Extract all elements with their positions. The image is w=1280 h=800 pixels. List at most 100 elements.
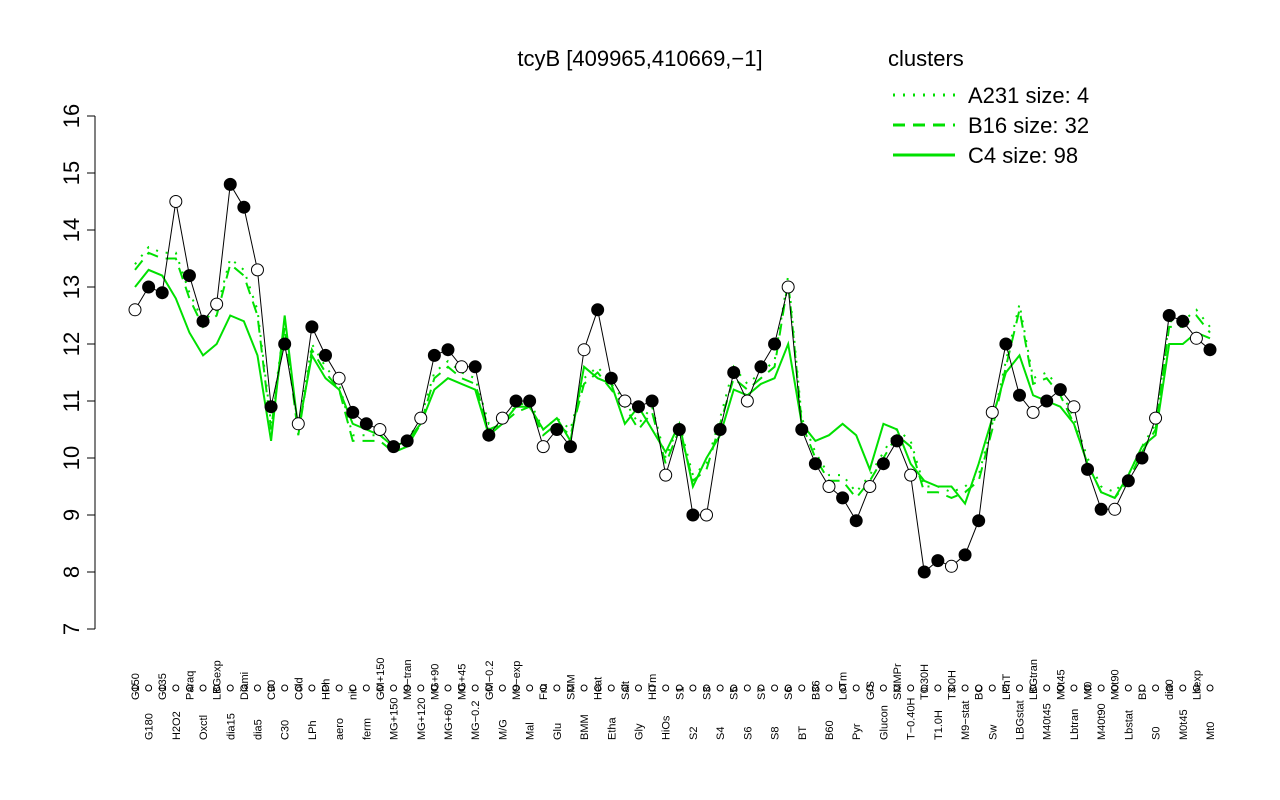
rug-point (771, 684, 779, 692)
rug-point (648, 684, 656, 692)
rug-point (281, 684, 289, 692)
data-point (740, 394, 754, 408)
y-tick-label: 15 (59, 161, 84, 185)
x-tick-label: S2 (688, 727, 700, 740)
rug-point (1070, 684, 1078, 692)
x-tick-label: LBGstat (1014, 700, 1026, 740)
x-tick-label: Glucon (878, 705, 890, 740)
data-point (781, 280, 795, 294)
x-tick-label: dia0 (1164, 679, 1176, 700)
rug-point (322, 684, 330, 692)
y-tick-label: 9 (59, 509, 84, 521)
data-point (563, 440, 577, 454)
x-tick-label: aero (334, 718, 346, 740)
rug-point (485, 684, 493, 692)
rug-point (172, 684, 180, 692)
rug-point (539, 684, 547, 692)
data-point (876, 457, 890, 471)
data-point (250, 263, 264, 277)
x-tick-label: C90 (266, 680, 278, 700)
rug-point (879, 684, 887, 692)
data-point (659, 468, 673, 482)
data-point (196, 314, 210, 328)
data-point (482, 428, 496, 442)
rug-point (1179, 684, 1187, 692)
data-point (1176, 314, 1190, 328)
data-point (985, 405, 999, 419)
x-tick-label: M40t90 (1096, 703, 1108, 740)
data-point (727, 366, 741, 379)
data-point (972, 514, 986, 528)
rug-point (308, 684, 316, 692)
data-point (182, 269, 196, 283)
rug-point (444, 684, 452, 692)
rug-point (185, 684, 193, 692)
x-tick-label: M0t45 (1178, 709, 1190, 740)
x-tick-label: MG+45 (457, 664, 469, 700)
rug-point (975, 684, 983, 692)
y-tick-label: 7 (59, 623, 84, 635)
x-tick-label: B36 (810, 680, 822, 700)
rug-point (730, 684, 738, 692)
x-tick-label: Pyr (851, 723, 863, 740)
rug-point (757, 684, 765, 692)
data-point (1053, 383, 1067, 397)
x-tick-label: M9−exp (511, 661, 523, 700)
rug-point (1206, 684, 1214, 692)
data-point (550, 423, 564, 436)
x-tick-label: dia5 (252, 719, 264, 740)
data-point (128, 303, 142, 317)
x-tick-label: S4 (715, 727, 727, 740)
data-point (931, 554, 945, 568)
x-tick-label: LoTm (838, 672, 850, 700)
x-tick-label: dia15 (225, 713, 237, 740)
x-tick-label: Lbstat (1123, 710, 1135, 740)
rug-point (634, 684, 642, 692)
rug-point (430, 684, 438, 692)
data-point (169, 195, 183, 208)
rug-point (784, 684, 792, 692)
x-tick-label: M0t45 (1055, 669, 1067, 700)
rug-point (1029, 684, 1037, 692)
data-point (754, 360, 768, 374)
data-point (1040, 394, 1054, 408)
x-tick-label: MG+60 (443, 704, 455, 740)
rug-point (621, 684, 629, 692)
rug-point (1192, 684, 1200, 692)
data-point (863, 480, 877, 493)
x-tick-label: C30 (280, 720, 292, 740)
x-tick-label: SMMPr (892, 663, 904, 700)
rug-point (1043, 684, 1051, 692)
data-point (1203, 343, 1217, 357)
rug-point (961, 684, 969, 692)
data-point (441, 343, 455, 357)
rug-point (417, 684, 425, 692)
legend-label: B16 size: 32 (968, 113, 1089, 138)
rug-point (335, 684, 343, 692)
rug-point (743, 684, 751, 692)
rug-point (498, 684, 506, 692)
rug-point (907, 684, 915, 692)
x-tick-label: Sw (987, 725, 999, 740)
x-tick-label: G135 (157, 673, 169, 700)
x-tick-label: Etha (606, 716, 618, 740)
x-tick-label: BMM (579, 714, 591, 740)
data-point (631, 400, 645, 414)
x-tick-label: MG+120 (416, 698, 428, 741)
x-tick-label: S6 (742, 727, 754, 740)
rug-point (1111, 684, 1119, 692)
x-tick-label: T3.0H (946, 670, 958, 700)
data-point (822, 480, 836, 493)
data-point (917, 565, 931, 579)
rug-point (703, 684, 711, 692)
x-tick-label: Heat (593, 677, 605, 700)
x-tick-label: HiTm (647, 674, 659, 700)
rug-point (839, 684, 847, 692)
x-tick-label: nit (348, 688, 360, 700)
data-point (414, 411, 428, 425)
rug-point (811, 684, 819, 692)
data-point (427, 348, 441, 362)
x-tick-label: BC (974, 685, 986, 700)
rug-point (458, 684, 466, 692)
